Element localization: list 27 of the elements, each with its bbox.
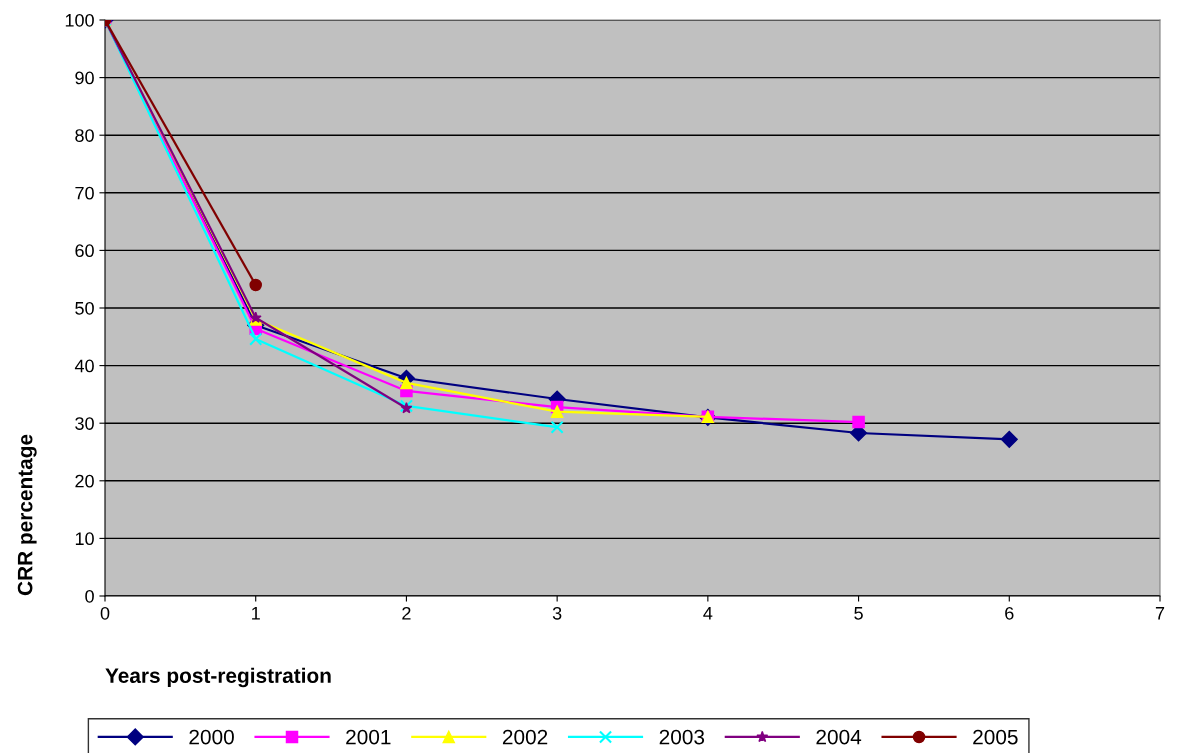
x-tick-label: 6 <box>1005 606 1014 620</box>
y-tick-label: 90 <box>75 71 94 85</box>
legend-label: 2000 <box>189 729 234 745</box>
y-tick-label: 40 <box>74 359 94 373</box>
x-tick-label: 3 <box>552 606 562 620</box>
y-tick-label: 80 <box>75 129 94 142</box>
x-axis-title: Years post-registration <box>105 667 331 688</box>
x-tick-label: 4 <box>703 607 713 620</box>
y-tick-label: 70 <box>75 186 94 200</box>
x-tick-label: 2 <box>402 606 411 620</box>
y-tick-label: 100 <box>65 13 94 27</box>
x-tick-label: 7 <box>1155 607 1165 620</box>
legend-label: 2003 <box>659 729 705 745</box>
y-tick-label: 60 <box>75 244 94 258</box>
x-tick-label: 1 <box>252 607 260 620</box>
legend-label: 2001 <box>346 729 391 745</box>
legend-label: 2005 <box>973 729 1018 745</box>
legend-label: 2002 <box>502 729 548 745</box>
x-tick-label: 0 <box>100 606 110 620</box>
y-tick-label: 10 <box>75 532 94 546</box>
legend-label: 2004 <box>816 729 862 745</box>
x-tick-label: 5 <box>854 607 863 620</box>
y-axis-title: CRR percentage <box>17 434 37 596</box>
y-tick-label: 30 <box>75 417 94 430</box>
y-tick-label: 0 <box>85 589 94 603</box>
y-tick-label: 20 <box>75 474 94 488</box>
y-tick-label: 50 <box>75 301 94 315</box>
